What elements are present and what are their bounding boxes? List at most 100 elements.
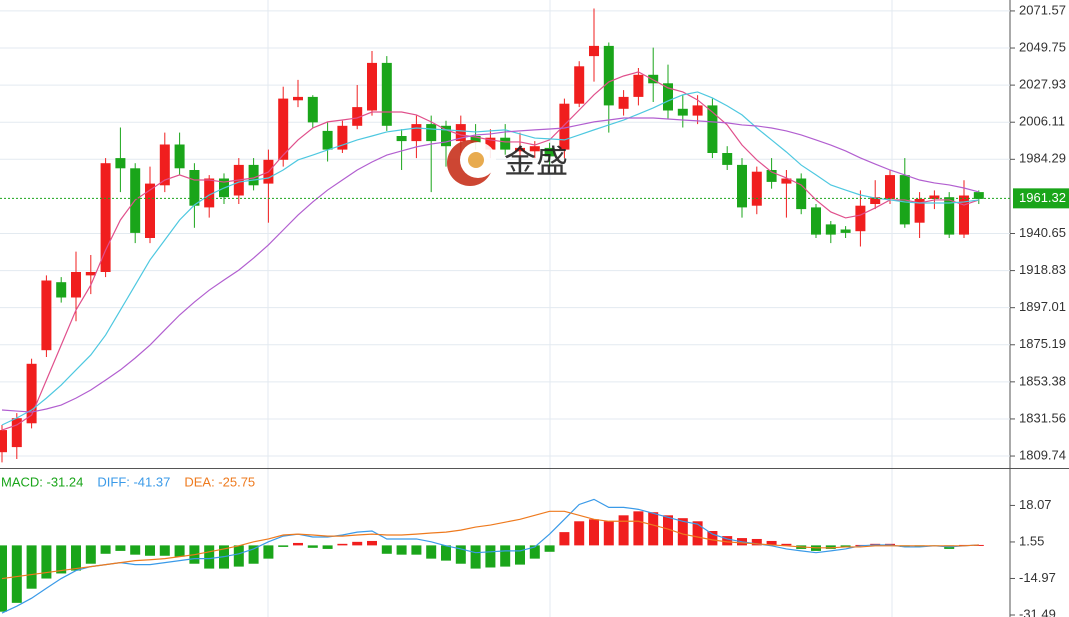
y-tick-label: 1853.38 xyxy=(1019,373,1066,388)
macd-bar xyxy=(825,545,836,549)
y-tick-label: 1984.29 xyxy=(1019,151,1066,166)
macd-bar xyxy=(426,545,437,559)
macd-bar xyxy=(722,536,733,546)
candle-body xyxy=(248,164,259,186)
y-tick-label: 2027.93 xyxy=(1019,77,1066,92)
y-tick-label: -14.97 xyxy=(1019,570,1056,585)
macd-bar xyxy=(441,545,451,561)
candle-body xyxy=(189,169,200,206)
candle-body xyxy=(529,146,540,152)
candle-body xyxy=(41,280,52,351)
macd-bar xyxy=(396,545,407,555)
macd-bar xyxy=(692,521,703,546)
candle-body xyxy=(914,198,925,223)
candle-body xyxy=(411,124,422,142)
candle-body xyxy=(722,152,733,165)
y-tick-label: 1875.19 xyxy=(1019,336,1066,351)
last-price-box xyxy=(1013,188,1069,209)
candle-body xyxy=(973,192,984,199)
candle-body xyxy=(825,224,836,235)
candle-body xyxy=(781,178,792,184)
macd-bar xyxy=(233,545,244,567)
candle-body xyxy=(26,363,37,424)
candle-body xyxy=(885,175,895,199)
macd-bar xyxy=(411,545,422,555)
macd-bar xyxy=(485,545,496,568)
macd-bar xyxy=(781,543,792,546)
candle-body xyxy=(204,178,215,208)
candle-body xyxy=(56,282,67,298)
watermark: 金盛 xyxy=(447,140,568,186)
macd-bar xyxy=(71,545,81,571)
candle-body xyxy=(441,125,451,147)
legend-label: DEA: -25.75 xyxy=(184,474,255,489)
macd-bar xyxy=(293,542,303,546)
candle-body xyxy=(515,147,525,152)
candle-body xyxy=(692,105,703,116)
candle-body xyxy=(959,195,969,235)
macd-bar xyxy=(337,543,348,546)
legend-label: DIFF: -41.37 xyxy=(97,474,170,489)
candle-body xyxy=(707,105,718,153)
candle-body xyxy=(633,74,644,97)
candle-body xyxy=(278,98,289,160)
macd-bar xyxy=(559,532,570,546)
macd-bar xyxy=(529,545,540,559)
macd-bar xyxy=(322,545,333,549)
candle-body xyxy=(115,158,126,169)
candle-body xyxy=(870,197,881,204)
macd-bar xyxy=(159,545,170,556)
macd-bar xyxy=(455,545,466,564)
macd-bar xyxy=(515,545,525,565)
macd-bar xyxy=(470,545,481,569)
candle-body xyxy=(11,418,22,448)
watermark-text: 金盛 xyxy=(504,143,568,179)
candle-body xyxy=(426,124,437,142)
macd-bar xyxy=(589,519,599,546)
candle-body xyxy=(396,135,407,142)
y-tick-label: 2071.57 xyxy=(1019,2,1066,17)
macd-bar xyxy=(677,518,688,546)
candle-body xyxy=(559,103,570,150)
candle-body xyxy=(500,137,511,150)
candle-body xyxy=(307,96,318,123)
candle-body xyxy=(0,430,7,453)
candle-body xyxy=(855,205,866,232)
macd-bar xyxy=(56,545,67,574)
candle-body xyxy=(85,271,96,276)
macd-bar xyxy=(766,540,777,546)
candle-body xyxy=(71,271,81,298)
candle-body xyxy=(100,163,111,272)
macd-bar xyxy=(174,545,185,557)
macd-bar xyxy=(278,545,289,547)
line-series xyxy=(1,91,979,426)
candle-body xyxy=(796,178,807,210)
candle-body xyxy=(544,147,555,157)
macd-bar xyxy=(41,545,52,579)
y-tick-label: 1809.74 xyxy=(1019,447,1066,462)
candle-body xyxy=(677,108,688,116)
macd-bar xyxy=(544,545,555,552)
last-price-label: 1961.32 xyxy=(1019,190,1066,205)
candle-body xyxy=(944,197,955,235)
macd-bar xyxy=(648,512,659,546)
y-tick-label: 1831.56 xyxy=(1019,410,1066,425)
candle-body xyxy=(618,96,629,109)
line-series xyxy=(1,71,979,431)
candle-body xyxy=(811,207,821,235)
candle-body xyxy=(322,130,333,150)
logo xyxy=(468,152,484,168)
macd-bar xyxy=(618,515,629,546)
candle-body xyxy=(367,62,377,111)
macd-bar xyxy=(381,545,392,554)
macd-bar xyxy=(707,531,718,546)
candle-body xyxy=(485,137,496,150)
candle-body xyxy=(603,45,614,106)
macd-bar xyxy=(840,545,851,547)
macd-bar xyxy=(145,545,155,556)
macd-bar xyxy=(500,545,511,567)
macd-bar xyxy=(603,521,614,546)
candle-body xyxy=(648,74,659,84)
